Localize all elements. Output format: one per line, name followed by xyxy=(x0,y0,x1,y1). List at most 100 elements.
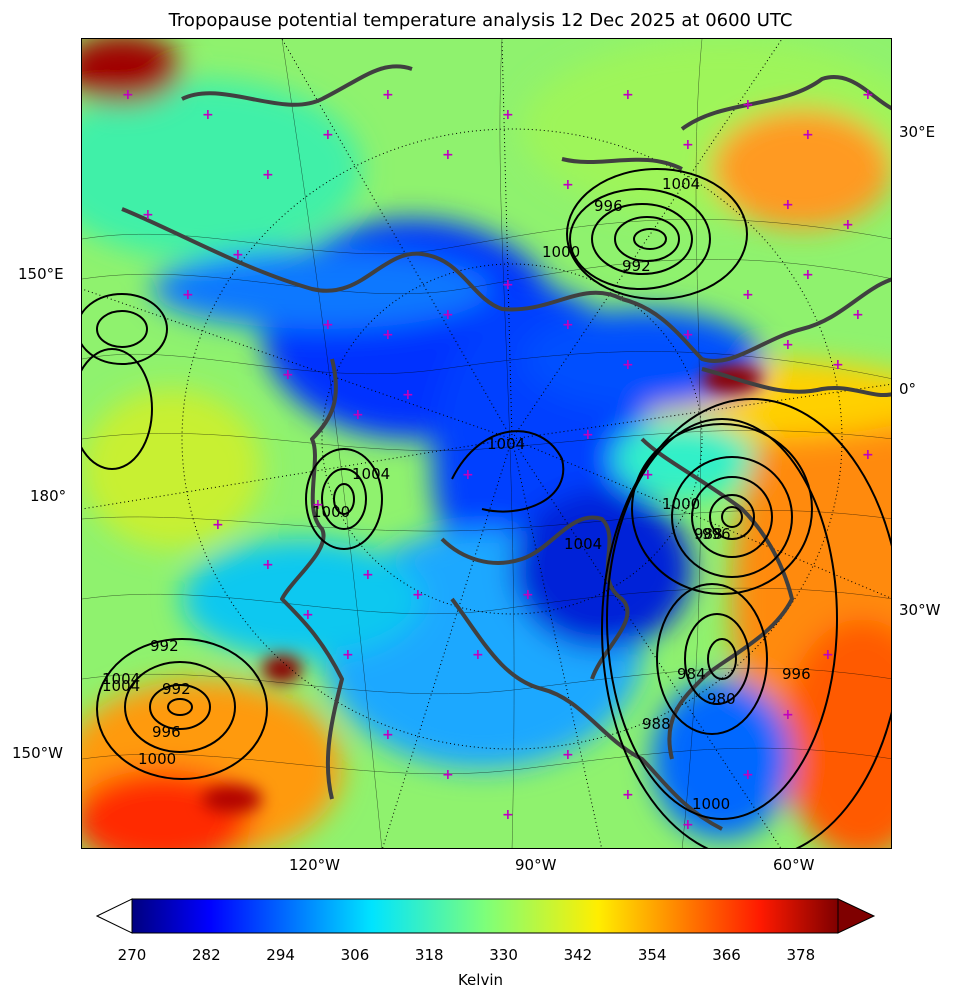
isobar-label: 1004 xyxy=(564,535,602,553)
svg-text:+: + xyxy=(742,97,754,113)
svg-text:+: + xyxy=(562,177,574,193)
colorbar-title: Kelvin xyxy=(457,971,504,989)
svg-text:+: + xyxy=(802,267,814,283)
svg-text:+: + xyxy=(852,307,864,323)
svg-text:+: + xyxy=(622,787,634,803)
isobar-label: 988 xyxy=(642,715,671,733)
svg-text:+: + xyxy=(562,317,574,333)
graticule xyxy=(82,39,891,848)
svg-text:+: + xyxy=(462,467,474,483)
svg-text:+: + xyxy=(382,727,394,743)
svg-text:+: + xyxy=(212,517,224,533)
colorbar-tick-label: 294 xyxy=(266,946,295,964)
colorbar-tick-label: 330 xyxy=(489,946,518,964)
svg-text:+: + xyxy=(442,767,454,783)
isobar-label: 1000 xyxy=(662,495,700,513)
svg-text:+: + xyxy=(442,147,454,163)
svg-text:+: + xyxy=(832,357,844,373)
isobar-label: 1004 xyxy=(102,677,140,695)
map-title: Tropopause potential temperature analysi… xyxy=(168,10,793,31)
colorbar-tick-label: 282 xyxy=(191,946,221,964)
lon-label-right-2: 0° xyxy=(899,380,917,398)
isobar-label: 992 xyxy=(622,257,651,275)
isobar-label: 996 xyxy=(702,525,731,543)
svg-text:+: + xyxy=(742,287,754,303)
isobar-label: 996 xyxy=(594,197,623,215)
svg-text:+: + xyxy=(442,307,454,323)
lon-label-left-2: 180° xyxy=(30,487,67,505)
colorbar-tick-label: 306 xyxy=(340,946,370,964)
colorbar xyxy=(96,898,876,934)
isobars xyxy=(82,168,891,848)
lon-label-right-3: 30°W xyxy=(899,601,941,619)
svg-text:+: + xyxy=(862,87,874,103)
isobar-label: 988 xyxy=(694,525,723,543)
isobar-label: 1004 xyxy=(102,670,140,688)
isobar-label: 984 xyxy=(677,665,706,683)
svg-text:+: + xyxy=(642,467,654,483)
station-markers: +++ +++ +++ +++ +++ +++ +++ +++ +++ +++ … xyxy=(122,87,874,833)
svg-text:+: + xyxy=(682,327,694,343)
svg-text:+: + xyxy=(262,557,274,573)
tropopause-field xyxy=(82,39,891,848)
isobar-label: 1000 xyxy=(692,795,730,813)
isobar-label: 996 xyxy=(782,665,811,683)
svg-text:+: + xyxy=(322,317,334,333)
svg-text:+: + xyxy=(232,247,244,263)
svg-text:+: + xyxy=(282,367,294,383)
isobar-labels: 996 1004 992 1000 1000 1004 1004 1000 10… xyxy=(102,175,811,813)
svg-text:+: + xyxy=(782,337,794,353)
isobar-label: 996 xyxy=(152,723,181,741)
svg-text:+: + xyxy=(802,127,814,143)
lon-label-right-1: 30°E xyxy=(899,123,936,141)
isobar-label: 992 xyxy=(150,637,179,655)
isobar-label: 992 xyxy=(162,680,191,698)
colorbar-tick-label: 378 xyxy=(786,946,816,964)
svg-text:+: + xyxy=(352,407,364,423)
svg-text:+: + xyxy=(782,707,794,723)
isobar-label: 980 xyxy=(707,690,736,708)
svg-text:+: + xyxy=(262,167,274,183)
lon-label-left-1: 150°E xyxy=(18,265,64,283)
colorbar-tick-label: 270 xyxy=(117,946,147,964)
svg-text:+: + xyxy=(382,327,394,343)
svg-text:+: + xyxy=(142,207,154,223)
isobar-label: 1000 xyxy=(312,503,350,521)
isobar-label: 1000 xyxy=(542,243,580,261)
svg-text:+: + xyxy=(362,567,374,583)
isobar-label: 1000 xyxy=(138,750,176,768)
colorbar-tick-label: 366 xyxy=(712,946,741,964)
lon-label-bottom-1: 120°W xyxy=(289,856,340,874)
svg-text:+: + xyxy=(122,87,134,103)
isobar-label: 1004 xyxy=(662,175,700,193)
colorbar-gradient xyxy=(131,898,839,934)
map-canvas: +++ +++ +++ +++ +++ +++ +++ +++ +++ +++ … xyxy=(82,39,891,848)
svg-text:+: + xyxy=(682,137,694,153)
svg-text:+: + xyxy=(182,287,194,303)
svg-text:+: + xyxy=(502,807,514,823)
svg-text:+: + xyxy=(342,647,354,663)
svg-text:+: + xyxy=(382,87,394,103)
map-panel[interactable]: + + + + + + + + + + + + + + + + + + + + + + + + + + + + + + … xyxy=(81,38,892,849)
svg-text:+: + xyxy=(202,107,214,123)
lon-label-bottom-3: 60°W xyxy=(773,856,815,874)
svg-text:+: + xyxy=(322,127,334,143)
svg-text:+: + xyxy=(682,817,694,833)
svg-text:+: + xyxy=(582,427,594,443)
svg-text:+: + xyxy=(472,647,484,663)
svg-text:+: + xyxy=(412,587,424,603)
coastlines xyxy=(121,64,891,831)
svg-text:+: + xyxy=(502,277,514,293)
colorbar-tick-label: 354 xyxy=(637,946,667,964)
svg-text:+: + xyxy=(782,197,794,213)
lon-label-bottom-2: 90°W xyxy=(515,856,557,874)
colorbar-extend-low xyxy=(96,898,133,934)
svg-text:+: + xyxy=(862,447,874,463)
svg-text:+: + xyxy=(742,767,754,783)
svg-text:+: + xyxy=(562,747,574,763)
svg-text:+: + xyxy=(402,387,414,403)
isentrope-lines xyxy=(82,39,891,848)
isobar-label: 1004 xyxy=(487,435,525,453)
colorbar-tick-label: 318 xyxy=(414,946,444,964)
svg-text:+: + xyxy=(302,607,314,623)
